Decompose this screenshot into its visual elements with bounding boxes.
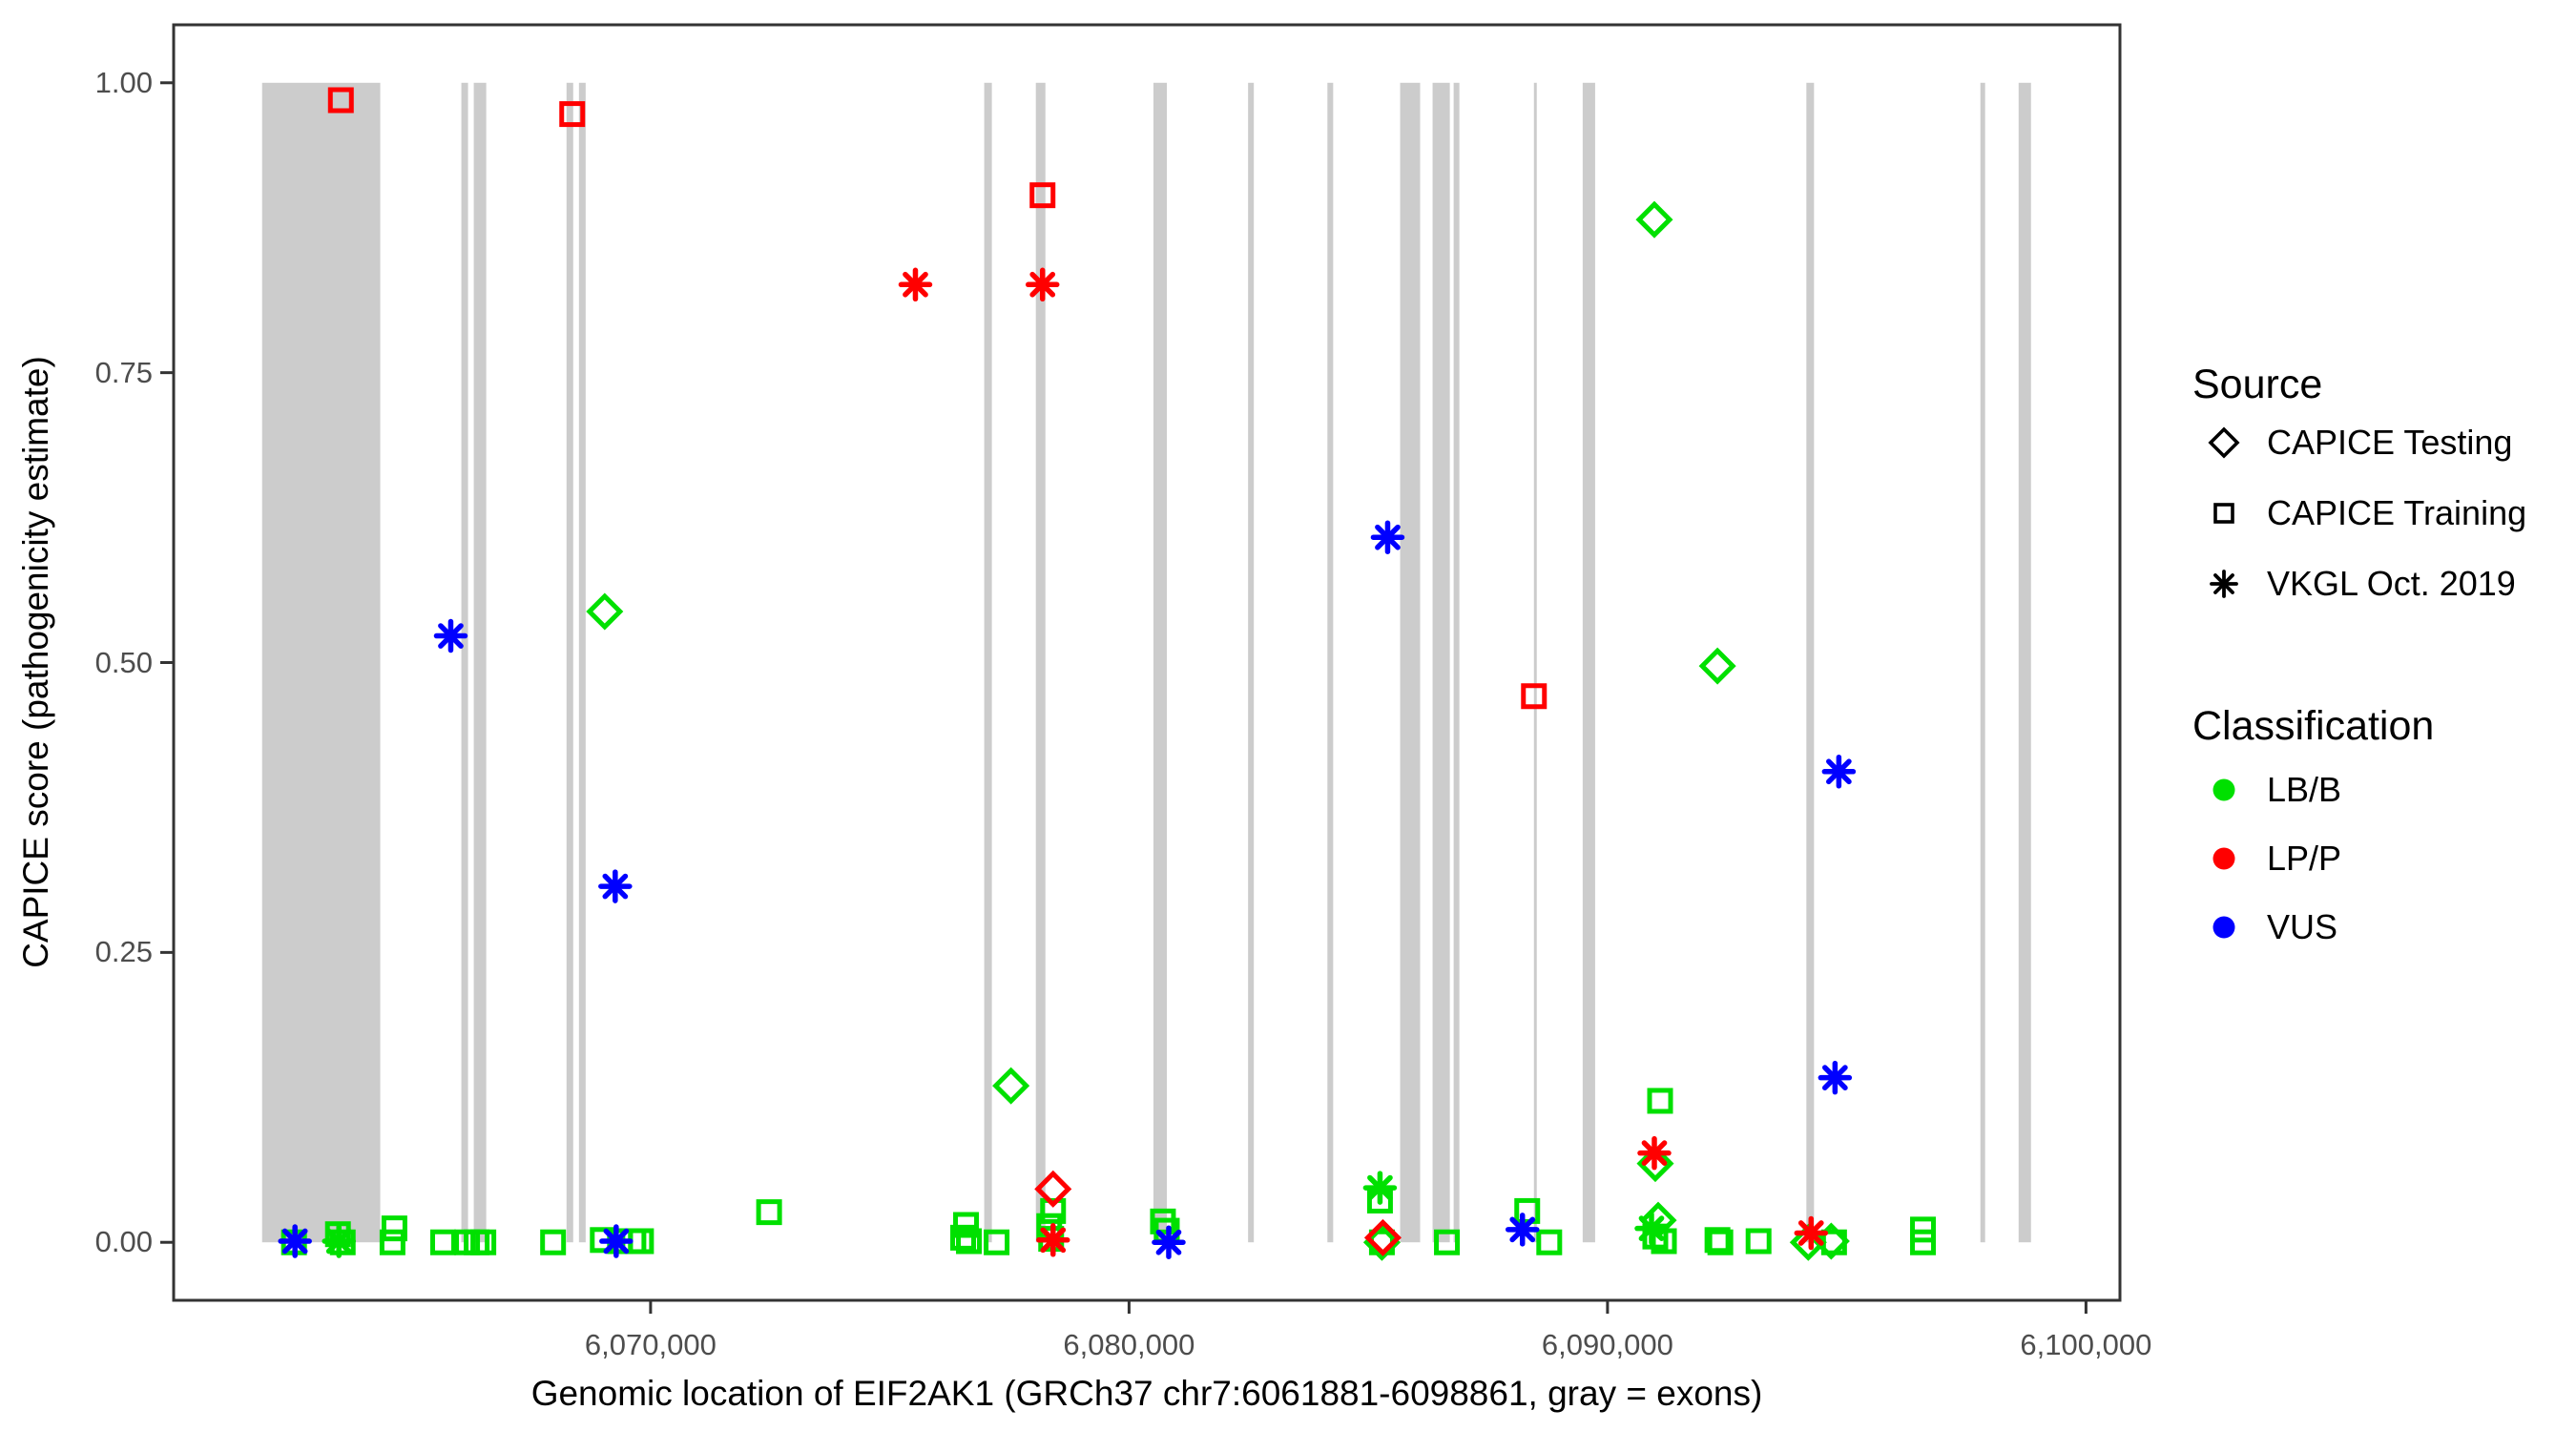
scatter-point — [1698, 647, 1736, 685]
legend-item-vus: VUS — [2196, 903, 2337, 951]
exon-band — [1806, 82, 1815, 1243]
lbb-dot-icon — [2196, 772, 2252, 808]
scatter-point — [1707, 1229, 1734, 1255]
scatter-point — [1794, 1215, 1829, 1251]
legend-item-vkgl: VKGL Oct. 2019 — [2196, 560, 2516, 608]
scatter-point — [1521, 683, 1548, 710]
legend-source-title: Source — [2192, 362, 2323, 407]
scatter-point — [586, 592, 624, 631]
exon-band — [2018, 82, 2031, 1243]
exon-band — [566, 82, 573, 1243]
legend-item-label: LB/B — [2267, 770, 2342, 809]
exon-band — [261, 82, 381, 1243]
scatter-point — [1362, 1171, 1398, 1205]
scatter-point — [956, 1228, 983, 1255]
diamond-icon — [2196, 425, 2252, 461]
x-tick-label: 6,090,000 — [1541, 1328, 1673, 1361]
exon-band — [1035, 82, 1046, 1243]
exon-band — [461, 82, 468, 1243]
exon-band — [1153, 82, 1168, 1243]
scatter-point — [1362, 1223, 1401, 1261]
scatter-point — [1029, 182, 1056, 209]
exon-band — [1453, 82, 1460, 1243]
scatter-point — [1505, 1213, 1540, 1247]
exon-band — [984, 82, 992, 1243]
scatter-point — [1036, 1223, 1070, 1257]
scatter-point — [1818, 1060, 1853, 1095]
y-tick-label: 0.50 — [94, 645, 153, 679]
scatter-point — [756, 1199, 782, 1226]
scatter-point — [1152, 1225, 1186, 1259]
scatter-point — [1647, 1088, 1673, 1114]
scatter-point — [950, 1224, 977, 1251]
scatter-point — [1040, 1197, 1067, 1224]
scatter-point — [1363, 1218, 1402, 1256]
scatter-point — [1636, 1145, 1674, 1183]
scatter-point — [327, 87, 354, 114]
scatter-point — [381, 1215, 407, 1242]
x-tick-label: 6,100,000 — [2020, 1328, 2152, 1361]
legend-item-capice-testing: CAPICE Testing — [2196, 419, 2512, 467]
exon-band — [1582, 82, 1595, 1243]
exon-band — [1327, 82, 1334, 1243]
scatter-point — [1745, 1228, 1772, 1255]
exon-bands-layer — [261, 82, 2031, 1243]
scatter-point — [429, 1229, 456, 1255]
x-tick-label: 6,070,000 — [584, 1328, 717, 1361]
square-icon — [2196, 495, 2252, 531]
legend-item-label: VUS — [2267, 907, 2338, 946]
y-tick-label: 0.25 — [94, 935, 153, 969]
legend-item-label: VKGL Oct. 2019 — [2267, 564, 2516, 603]
scatter-point — [1812, 1222, 1850, 1260]
scatter-point — [1637, 1135, 1672, 1171]
legend-item-lbb: LB/B — [2196, 766, 2341, 814]
scatter-point — [598, 869, 633, 903]
scatter-point — [1370, 520, 1405, 554]
scatter-point — [984, 1229, 1010, 1255]
scatter-point — [1635, 200, 1673, 238]
scatter-point — [278, 1224, 312, 1258]
scatter-point — [1034, 1170, 1072, 1208]
scatter-point — [898, 267, 933, 302]
exon-band — [473, 82, 487, 1243]
scatter-point — [540, 1229, 567, 1255]
exon-band — [1248, 82, 1255, 1243]
lpp-dot-icon — [2196, 840, 2252, 877]
scatter-point — [1821, 755, 1857, 789]
legend-item-label: CAPICE Testing — [2267, 423, 2513, 462]
scatter-point — [559, 101, 586, 128]
scatter-point — [599, 1224, 634, 1258]
x-tick-label: 6,080,000 — [1063, 1328, 1195, 1361]
exon-band — [1400, 82, 1421, 1243]
scatter-point — [1910, 1229, 1937, 1255]
scatter-point — [1634, 1211, 1669, 1246]
scatter-point — [1025, 267, 1060, 302]
x-axis-title: Genomic location of EIF2AK1 (GRCh37 chr7… — [530, 1374, 1763, 1413]
asterisk-icon — [2196, 566, 2252, 602]
exon-band — [1533, 82, 1537, 1243]
scatter-point — [470, 1229, 497, 1255]
legend-item-lpp: LP/P — [2196, 835, 2341, 882]
y-tick-label: 1.00 — [94, 65, 153, 99]
exon-band — [1980, 82, 1985, 1243]
scatter-point — [992, 1067, 1030, 1105]
legend-item-label: CAPICE Training — [2267, 493, 2527, 532]
exon-band — [578, 82, 586, 1243]
vus-dot-icon — [2196, 909, 2252, 945]
scatter-point — [322, 1224, 356, 1258]
tick-marks-layer — [160, 81, 2088, 1314]
scatter-point — [379, 1229, 405, 1255]
points-layer — [278, 87, 1937, 1261]
legend-classification-title: Classification — [2192, 703, 2435, 749]
legend-item-label: LP/P — [2267, 839, 2342, 878]
y-tick-label: 0.75 — [94, 355, 153, 389]
scatter-point — [628, 1228, 654, 1255]
y-tick-label: 0.00 — [94, 1225, 153, 1259]
scatter-point — [1536, 1229, 1563, 1255]
exon-band — [1432, 82, 1450, 1243]
legend-item-capice-training: CAPICE Training — [2196, 489, 2526, 537]
scatter-point — [433, 618, 468, 653]
scatter-point — [1434, 1229, 1461, 1255]
